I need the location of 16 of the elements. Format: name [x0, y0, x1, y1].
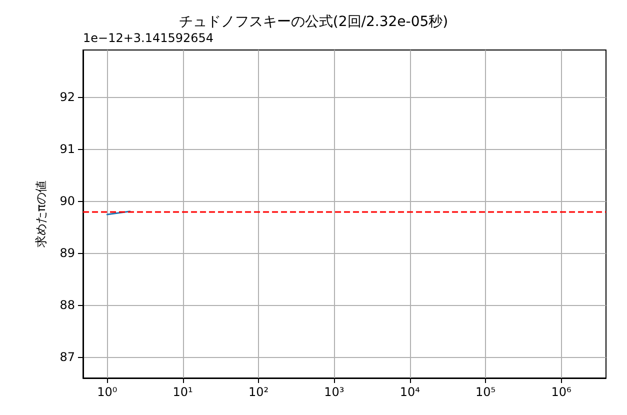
x-tick-label: 10² — [248, 385, 269, 399]
y-tick-label: 89 — [60, 246, 75, 260]
x-tick-label: 10⁰ — [97, 385, 118, 399]
y-tick-label: 88 — [60, 298, 75, 312]
x-tick-label: 10⁴ — [400, 385, 420, 399]
x-tick-label: 10¹ — [172, 385, 194, 399]
chart-title: チュドノフスキーの公式(2回/2.32e-05秒) — [178, 14, 448, 30]
y-tick-label: 87 — [60, 350, 75, 364]
y-axis-title: 求めたπの値 — [34, 180, 48, 248]
x-tick-label: 10⁶ — [551, 385, 572, 399]
x-tick-label: 10⁵ — [476, 385, 496, 399]
text: 1e−12+3.141592654 — [83, 31, 214, 45]
y-tick-label: 91 — [60, 142, 75, 156]
y-tick-label: 90 — [60, 194, 75, 208]
y-tick-label: 92 — [60, 90, 75, 104]
x-tick-label: 10³ — [324, 385, 344, 399]
